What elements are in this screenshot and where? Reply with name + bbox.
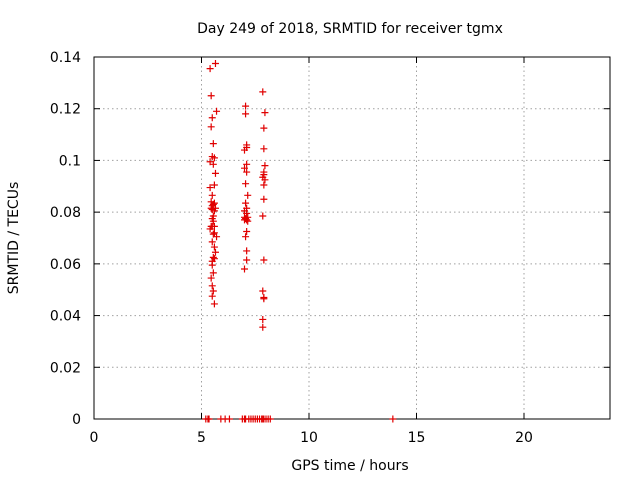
x-tick-label: 0 (90, 430, 99, 446)
data-point (260, 195, 268, 203)
data-point (213, 107, 221, 115)
x-tick-label: 5 (197, 430, 206, 446)
y-tick-label: 0.08 (50, 205, 81, 221)
data-point (389, 415, 397, 423)
data-point (259, 88, 267, 96)
data-point (209, 160, 217, 168)
data-point (225, 415, 233, 423)
data-point (210, 229, 218, 237)
data-point (260, 256, 268, 264)
data-point (210, 300, 218, 308)
data-point (260, 145, 268, 153)
data-point (209, 287, 217, 295)
data-point (205, 415, 213, 423)
data-point (207, 92, 215, 100)
x-axis-label: GPS time / hours (291, 458, 408, 474)
y-tick-label: 0.04 (50, 309, 81, 325)
tick-labels: 0 5 10 15 20 0 0.02 0.04 0.06 0.08 0.1 0.12 0.14 (50, 50, 533, 446)
data-point (209, 269, 217, 277)
data-point (259, 315, 267, 323)
data-point (241, 216, 248, 224)
data-point (242, 110, 250, 118)
data-point (266, 415, 274, 423)
y-tick-label: 0 (72, 412, 81, 428)
y-tick-label: 0.06 (50, 257, 81, 273)
axis-ticks (93, 56, 610, 420)
y-axis-label: SRMTID / TECUs (6, 182, 22, 295)
data-point (206, 225, 214, 233)
data-point (243, 168, 251, 176)
data-point (244, 217, 252, 225)
data-point (241, 146, 248, 154)
y-tick-label: 0.02 (50, 360, 81, 376)
data-point (242, 199, 250, 207)
data-point (260, 181, 268, 189)
grid (93, 56, 610, 420)
data-point (209, 140, 217, 148)
data-point (208, 114, 216, 122)
y-tick-label: 0.1 (59, 153, 81, 169)
data-point (207, 274, 215, 282)
data-point (243, 256, 251, 264)
data-point (261, 162, 269, 170)
data-point (210, 255, 218, 263)
data-point (208, 238, 216, 246)
data-point (208, 282, 216, 290)
data-point (261, 176, 269, 184)
data-point (213, 233, 221, 241)
data-point (206, 184, 214, 192)
data-point (243, 247, 251, 255)
data-point (242, 102, 250, 110)
data-point (206, 65, 214, 73)
data-point (261, 109, 269, 117)
x-tick-label: 15 (408, 430, 426, 446)
y-tick-label: 0.12 (50, 102, 81, 118)
data-point (243, 209, 251, 217)
data-point (259, 287, 267, 295)
data-point (243, 228, 251, 236)
data-point (260, 295, 268, 303)
x-tick-label: 20 (515, 430, 533, 446)
plot-frame (93, 56, 611, 420)
data-point (260, 124, 268, 132)
x-tick-label: 10 (300, 430, 318, 446)
data-point (211, 169, 219, 177)
data-point (210, 243, 218, 251)
data-point (259, 212, 267, 220)
data-points (202, 59, 397, 423)
data-point (209, 200, 217, 208)
chart-title: Day 249 of 2018, SRMTID for receiver tgm… (197, 21, 503, 37)
data-point (241, 265, 248, 273)
data-point (210, 154, 218, 162)
data-point (208, 191, 216, 199)
data-point (241, 164, 248, 172)
data-point (209, 253, 217, 261)
data-point (244, 191, 252, 199)
data-point (208, 261, 216, 269)
data-point (242, 233, 250, 241)
data-point (211, 59, 219, 67)
data-point (210, 207, 218, 215)
data-point (207, 123, 215, 131)
data-point (211, 248, 219, 256)
data-point (259, 323, 267, 331)
data-point (210, 181, 218, 189)
data-point (243, 160, 251, 168)
data-point (209, 217, 217, 225)
data-point (242, 180, 250, 188)
data-point (208, 292, 216, 300)
y-tick-label: 0.14 (50, 50, 81, 66)
